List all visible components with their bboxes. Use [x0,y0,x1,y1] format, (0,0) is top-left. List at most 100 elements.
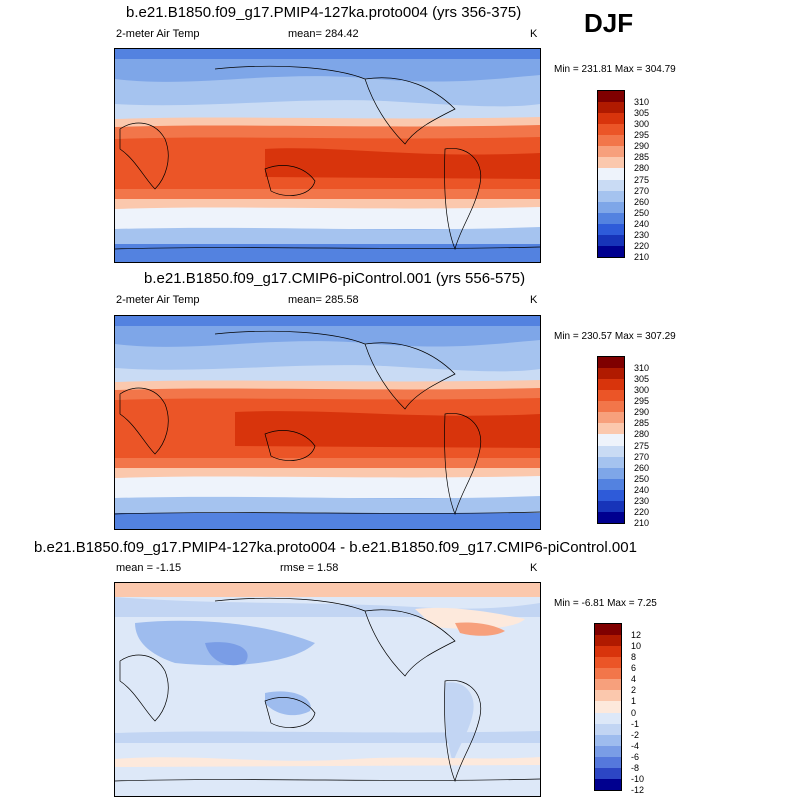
colorbar-tick-label: 210 [634,518,650,528]
colorbar-tick-label: 275 [634,440,650,451]
colorbar-tick-label: 220 [634,240,650,251]
colorbar-tick-label: -2 [631,729,640,740]
colorbar-tick-label: 260 [634,196,650,207]
colorbar-swatch [598,212,624,224]
colorbar-swatch [595,701,621,713]
colorbar-swatch [595,767,621,779]
colorbar-tick-label: 290 [634,141,650,152]
panel-1-map [114,48,541,263]
colorbar-swatch [598,102,624,114]
colorbar-tick-label: 310 [634,363,650,374]
panel-3-colorbar: 12 10 8 6 4 2 1 0 -1 -2 -4 -6 -8 -10 -12 [594,623,644,795]
panel-2-minmax: Min = 230.57 Max = 307.29 [554,331,676,342]
colorbar-swatch [598,434,624,446]
colorbar-swatch [598,146,624,158]
colorbar-swatch [598,201,624,213]
colorbar-tick-label: 250 [634,207,650,218]
colorbar-swatch [598,168,624,180]
colorbar-tick-label: 290 [634,407,650,418]
colorbar-tick-label: 10 [631,641,642,652]
panel-2-mean-label: mean= 285.58 [288,294,359,306]
panel-3-title: b.e21.B1850.f09_g17.PMIP4-127ka.proto004… [34,539,637,556]
panel-1-mean-label: mean= 284.42 [288,28,359,40]
colorbar-tick-label: 280 [634,163,650,174]
colorbar-tick-label: 2 [631,685,637,696]
panel-2-title: b.e21.B1850.f09_g17.CMIP6-piControl.001 … [144,270,526,287]
colorbar-swatch [595,712,621,724]
colorbar-tick-label: 305 [634,374,650,385]
colorbar-swatch [595,646,621,658]
colorbar-swatch [595,668,621,680]
colorbar-tick-label: 305 [634,108,650,119]
colorbar-tick-label: 220 [634,506,650,517]
colorbar-swatch [595,690,621,702]
colorbar-tick-label: -1 [631,718,640,729]
colorbar-swatch [595,657,621,669]
difference-field-map [115,583,540,796]
panel-2-map [114,315,541,530]
colorbar-swatch [598,157,624,169]
colorbar-swatch [595,679,621,691]
panel-1-title: b.e21.B1850.f09_g17.PMIP4-127ka.proto004… [126,4,522,21]
colorbar-swatch [598,223,624,235]
panel-1-colorbar: 310 305 300 295 290 285 280 275 270 260 … [597,90,649,262]
colorbar-swatch [595,723,621,735]
colorbar-swatch [598,234,624,246]
colorbar-tick-label: -10 [631,773,645,784]
colorbar-tick-label: 210 [634,252,650,262]
colorbar-swatch [595,635,621,647]
panel-3-rmse-label: rmse = 1.58 [280,562,339,574]
colorbar-tick-label: 275 [634,174,650,185]
colorbar-tick-label: 230 [634,229,650,240]
colorbar-swatch [595,624,621,636]
colorbar-tick-label: 270 [634,451,650,462]
colorbar-swatch [598,445,624,457]
colorbar-tick-label: 295 [634,396,650,407]
colorbar-swatch [598,423,624,435]
colorbar-tick-label: 12 [631,630,642,641]
panel-2-colorbar: 310 305 300 295 290 285 280 275 270 260 … [597,356,649,528]
colorbar-tick-label: 240 [634,218,650,229]
colorbar-swatch [598,412,624,424]
colorbar-swatch [598,456,624,468]
colorbar-tick-label: -8 [631,762,640,773]
colorbar-swatch [598,190,624,202]
panel-1-variable-label: 2-meter Air Temp [116,28,200,40]
colorbar-tick-label: 1 [631,696,637,707]
colorbar-tick-label: 230 [634,495,650,506]
panel-3-map [114,582,541,797]
colorbar-tick-label: 280 [634,429,650,440]
colorbar-tick-label: -6 [631,751,640,762]
panel-1-units: K [530,28,538,40]
colorbar-swatch [598,368,624,380]
colorbar-tick-label: 240 [634,484,650,495]
colorbar-tick-label: 300 [634,385,650,396]
colorbar-tick-label: 285 [634,418,650,429]
colorbar-swatch [598,489,624,501]
colorbar-swatch [598,135,624,147]
colorbar-swatch [595,756,621,768]
panel-2-variable-label: 2-meter Air Temp [116,294,200,306]
colorbar-swatch [598,91,624,103]
colorbar-tick-label: 4 [631,674,637,685]
colorbar-swatch [598,124,624,136]
colorbar-tick-label: 300 [634,119,650,130]
panel-1-minmax: Min = 231.81 Max = 304.79 [554,64,676,75]
colorbar-tick-label: -12 [631,785,645,795]
panel-2-units: K [530,294,538,306]
temperature-field-map [115,316,540,529]
colorbar-swatch [598,379,624,391]
colorbar-swatch [598,390,624,402]
colorbar-tick-label: 250 [634,473,650,484]
colorbar-swatch [598,357,624,369]
colorbar-swatch [598,179,624,191]
colorbar-tick-label: 295 [634,130,650,141]
colorbar-tick-label: 8 [631,652,637,663]
colorbar-swatch [598,478,624,490]
colorbar-swatch [595,745,621,757]
colorbar-swatch [598,467,624,479]
season-label: DJF [584,8,634,38]
panel-3-mean-label: mean = -1.15 [116,562,182,574]
colorbar-tick-label: 260 [634,462,650,473]
temperature-field-map [115,49,540,262]
